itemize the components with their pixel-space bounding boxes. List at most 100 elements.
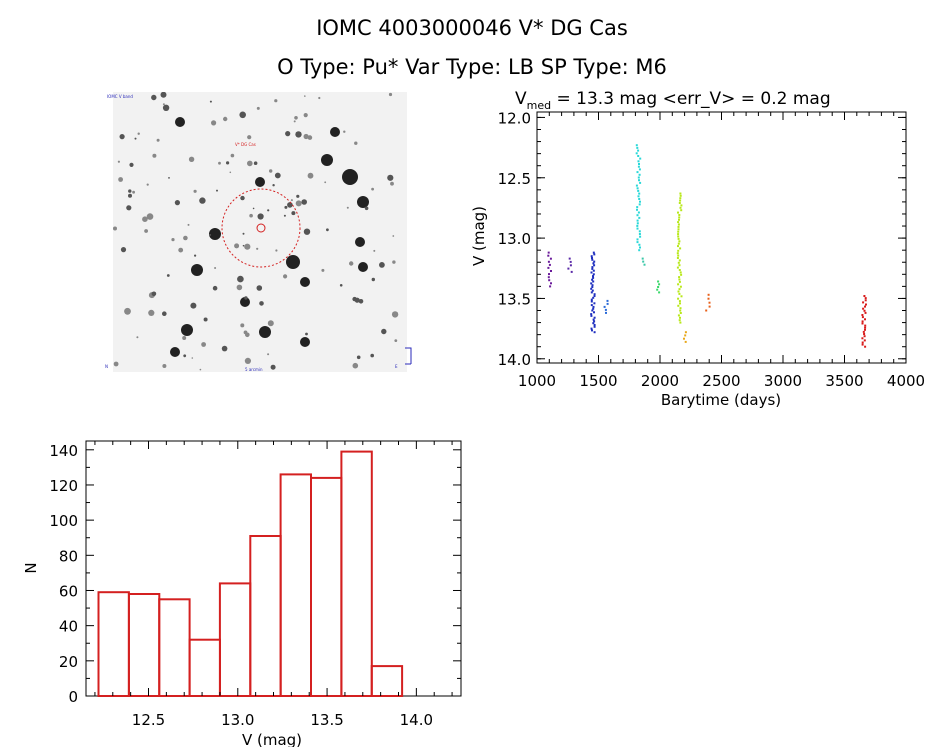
star	[170, 347, 180, 357]
light-curve-xtick-label: 2500	[702, 372, 740, 390]
star	[291, 211, 296, 216]
star	[249, 213, 253, 218]
star	[236, 284, 243, 291]
light-curve-point	[637, 176, 640, 179]
star	[303, 228, 311, 235]
star	[287, 202, 293, 208]
light-curve-point	[637, 149, 640, 152]
light-curve-plot-area: 1000 1500 2000 2500 3000 3500 4000 12.0 12.5 13.0…	[498, 109, 926, 390]
star	[307, 172, 314, 179]
star	[199, 197, 206, 204]
light-curve-point	[677, 230, 680, 233]
light-curve-point	[678, 288, 681, 291]
light-curve-point	[592, 305, 595, 308]
histogram-bar	[97, 591, 130, 698]
light-curve-point	[864, 305, 866, 308]
light-curve-point	[591, 286, 594, 288]
light-curve-point	[678, 319, 681, 322]
light-curve-point	[680, 273, 683, 276]
light-curve-point	[605, 311, 607, 314]
star	[272, 184, 275, 187]
light-curve-point	[677, 283, 680, 286]
histogram-ytick-label: 120	[49, 477, 78, 495]
light-curve-point	[593, 320, 596, 323]
light-curve-point	[636, 214, 639, 217]
star	[188, 156, 195, 162]
star	[300, 277, 310, 287]
star-field	[113, 91, 399, 371]
star	[152, 153, 157, 158]
light-curve-point	[705, 309, 708, 312]
star	[162, 103, 165, 106]
light-curve-point	[548, 273, 550, 276]
light-curve-point	[635, 152, 638, 155]
light-curve-point	[864, 328, 866, 331]
star	[226, 161, 230, 165]
light-curve-point	[677, 225, 680, 228]
light-curve-point	[593, 253, 596, 256]
star	[371, 187, 374, 191]
star	[168, 177, 170, 179]
star	[283, 214, 286, 217]
light-curve-point	[677, 221, 680, 224]
histogram-frame	[85, 440, 462, 697]
light-curve-point	[638, 233, 641, 235]
light-curve-point	[593, 264, 596, 267]
light-curve-point	[678, 216, 681, 219]
light-curve-ytick-label: 13.0	[498, 230, 531, 248]
star	[253, 161, 258, 165]
star	[256, 247, 259, 250]
histogram-bar	[188, 638, 222, 698]
light-curve-point	[568, 257, 571, 260]
star	[175, 117, 185, 127]
star	[124, 307, 131, 315]
star	[244, 357, 251, 364]
image-label-north: N	[105, 364, 108, 369]
light-curve-point	[639, 246, 641, 249]
light-curve-point	[638, 168, 641, 171]
star	[247, 160, 253, 167]
light-curve-point	[592, 276, 595, 279]
star	[296, 194, 300, 198]
light-curve-point	[708, 305, 711, 308]
star	[270, 364, 276, 370]
light-curve-point	[677, 304, 680, 307]
star	[321, 154, 333, 166]
histogram-ytick-label: 80	[59, 547, 78, 565]
light-curve-point	[550, 282, 552, 285]
chart-title-line1: IOMC 4003000046 V* DG Cas	[316, 16, 628, 40]
light-curve-point	[680, 209, 683, 212]
image-label-top-left: IOMC V band	[107, 94, 133, 99]
histogram-ytick-label: 100	[49, 512, 78, 530]
star	[392, 235, 395, 237]
star	[240, 297, 250, 307]
histogram-ytick-label: 40	[59, 618, 78, 636]
light-curve-point	[636, 206, 639, 209]
star	[129, 162, 134, 167]
light-curve-point	[677, 235, 680, 238]
light-curve-point	[592, 318, 595, 321]
star	[182, 336, 187, 340]
star	[379, 262, 385, 268]
light-curve-point	[680, 295, 683, 298]
light-curve-point	[590, 314, 593, 317]
star	[230, 153, 235, 158]
light-curve-point	[677, 249, 680, 252]
histogram-bar	[310, 476, 343, 697]
light-curve-point	[707, 293, 710, 296]
compass-icon	[405, 347, 412, 365]
light-curve-title: Vmed = 13.3 mag <err_V> = 0.2 mag	[515, 89, 831, 112]
star	[321, 268, 325, 272]
star	[324, 181, 327, 184]
light-curve-title-rest: = 13.3 mag <err_V> = 0.2 mag	[551, 89, 831, 109]
star	[181, 324, 193, 336]
histogram-ylabel: N	[22, 562, 40, 573]
light-curve-point	[864, 299, 867, 302]
star	[242, 244, 245, 247]
light-curve-point	[677, 242, 680, 245]
light-curve-point	[679, 199, 682, 202]
light-curve-point	[593, 325, 596, 328]
star	[242, 232, 245, 235]
star	[301, 199, 307, 205]
